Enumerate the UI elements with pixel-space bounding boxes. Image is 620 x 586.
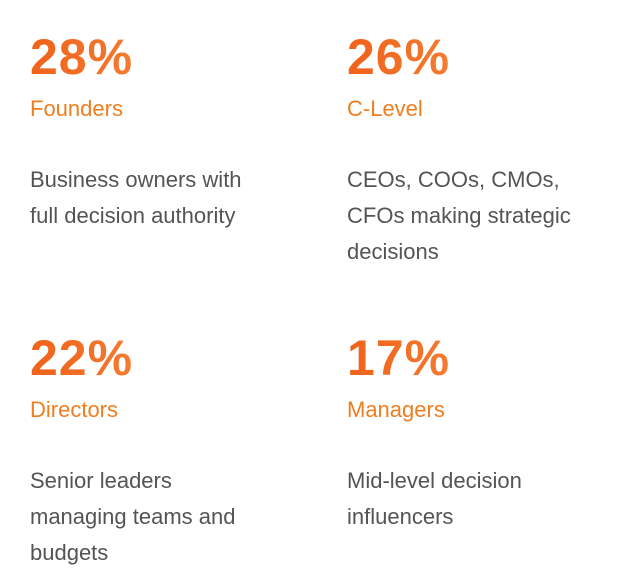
stat-description: Senior leaders managing teams and budgets [30,463,300,571]
description-line: CEOs, COOs, CMOs, [347,167,560,192]
stat-label: C-Level [347,96,423,121]
description-line: decisions [347,239,439,264]
stat-label: Managers [347,397,445,422]
stat-value: 28% [30,32,300,82]
stat-description: Business owners with full decision author… [30,162,300,234]
description-line: influencers [347,504,454,529]
stat-card: 26% C-Level CEOs, COOs, CMOs, CFOs making s… [347,32,617,270]
stat-card: 17% Managers Mid-level decision influencers [347,333,617,535]
description-line: CFOs making strategic [347,203,571,228]
description-line: Mid-level decision [347,468,522,493]
description-line: managing teams and [30,504,236,529]
stat-label: Founders [30,96,123,121]
description-line: Senior leaders [30,468,172,493]
description-line: Business owners with [30,167,242,192]
stat-value: 22% [30,333,300,383]
stat-value: 26% [347,32,617,82]
stat-description: CEOs, COOs, CMOs, CFOs making strategic de… [347,162,617,270]
description-line: budgets [30,540,109,565]
stat-description: Mid-level decision influencers [347,463,617,535]
stat-value: 17% [347,333,617,383]
stat-label: Directors [30,397,119,422]
stat-card: 22% Directors Senior leaders managing teams… [30,333,300,571]
description-line: full decision authority [30,203,236,228]
stat-card: 28% Founders Business owners with full deci… [30,32,300,234]
